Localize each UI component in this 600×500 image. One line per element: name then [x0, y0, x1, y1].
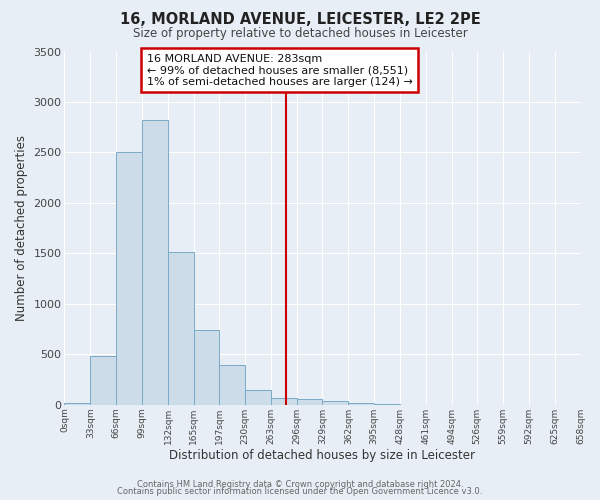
Bar: [245, 390, 271, 405]
Bar: [168, 252, 194, 405]
Bar: [296, 399, 322, 405]
Text: 16, MORLAND AVENUE, LEICESTER, LE2 2PE: 16, MORLAND AVENUE, LEICESTER, LE2 2PE: [119, 12, 481, 28]
Bar: [374, 404, 400, 405]
Bar: [271, 398, 296, 405]
Y-axis label: Number of detached properties: Number of detached properties: [15, 135, 28, 321]
Bar: [91, 356, 116, 405]
Text: Size of property relative to detached houses in Leicester: Size of property relative to detached ho…: [133, 28, 467, 40]
Bar: [142, 120, 168, 405]
Bar: [219, 366, 245, 405]
Bar: [349, 403, 374, 405]
Text: Contains HM Land Registry data © Crown copyright and database right 2024.: Contains HM Land Registry data © Crown c…: [137, 480, 463, 489]
Text: Contains public sector information licensed under the Open Government Licence v3: Contains public sector information licen…: [118, 487, 482, 496]
Text: 16 MORLAND AVENUE: 283sqm
← 99% of detached houses are smaller (8,551)
1% of sem: 16 MORLAND AVENUE: 283sqm ← 99% of detac…: [147, 54, 413, 86]
Bar: [194, 330, 219, 405]
Bar: [322, 401, 349, 405]
Bar: [64, 403, 91, 405]
Bar: [116, 152, 142, 405]
X-axis label: Distribution of detached houses by size in Leicester: Distribution of detached houses by size …: [169, 450, 475, 462]
